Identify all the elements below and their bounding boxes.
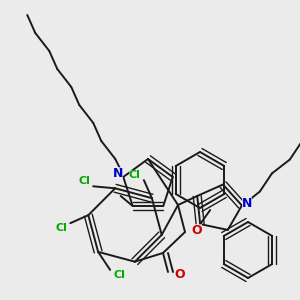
- Text: Cl: Cl: [56, 223, 67, 233]
- Text: N: N: [242, 197, 252, 210]
- Text: N: N: [113, 167, 124, 181]
- Text: O: O: [192, 224, 202, 236]
- Text: O: O: [175, 268, 185, 281]
- Text: Cl: Cl: [129, 170, 141, 180]
- Text: Cl: Cl: [78, 176, 90, 186]
- Text: Cl: Cl: [113, 270, 125, 280]
